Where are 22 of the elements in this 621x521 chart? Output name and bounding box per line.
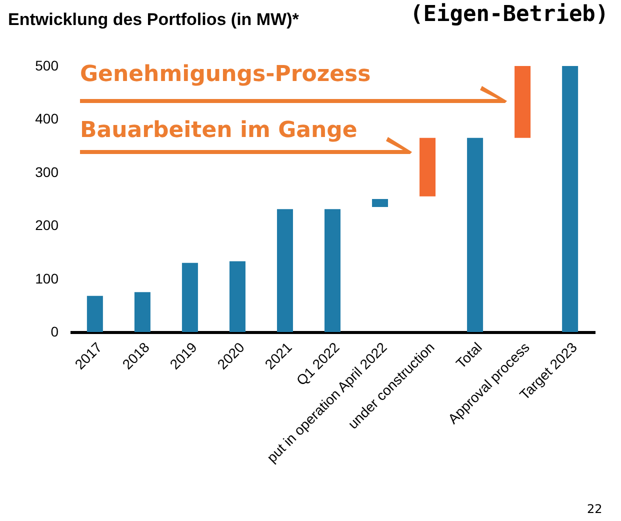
chart-subtitle: (Eigen-Betrieb) [410,2,609,27]
bar [420,138,436,196]
bar [86,296,103,332]
bar [134,292,150,332]
y-tick-label: 200 [35,217,59,234]
y-tick-label: 500 [35,58,59,74]
bar [467,138,484,332]
bar [372,199,388,207]
bar [562,66,578,332]
bar [229,261,246,332]
y-tick-label: 100 [35,270,59,286]
text: 22 [587,502,602,516]
chart-title: Entwicklung des Portfolios (in MW)* [8,10,300,29]
bar [276,209,293,332]
annotation: Genehmigungs-Prozess [80,62,371,87]
bar [514,66,531,138]
bar [182,262,198,332]
y-tick-label: 300 [35,164,59,180]
bar [324,209,340,332]
annotation: Bauarbeiten im Gange [80,118,358,143]
y-tick-label: 400 [35,110,59,127]
y-tick-label: 0 [50,324,59,340]
